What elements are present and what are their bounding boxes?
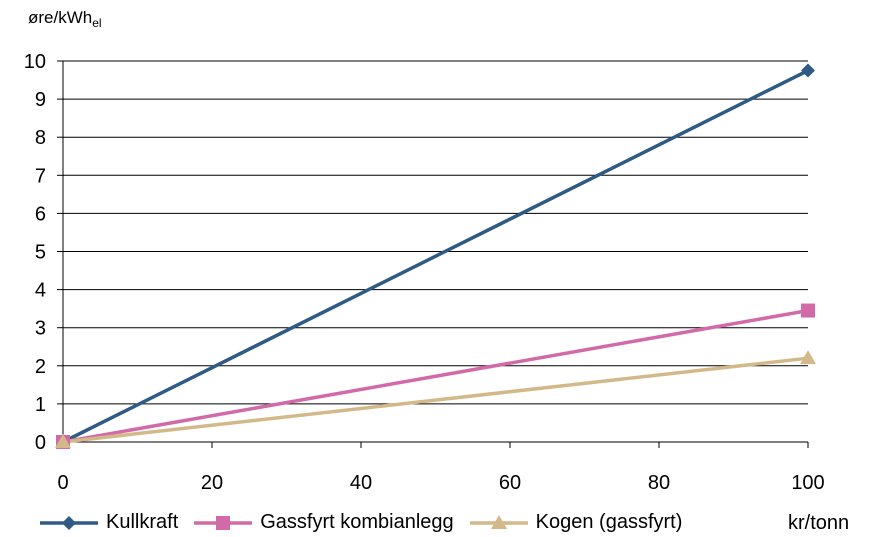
x-tick-label-80: 80 [648,472,670,494]
y-tick-labels: 0 1 2 3 4 5 6 7 8 9 10 [24,51,46,454]
square-marker-icon [194,515,253,530]
data-point-0-1 [801,63,815,78]
x-tick-labels: 0 20 40 60 80 100 [57,472,824,494]
x-tick-label-60: 60 [499,472,521,494]
data-point-1-1 [801,303,815,318]
y-axis-label: øre/kWhel [28,8,102,30]
series-line-0 [62,68,809,444]
y-tick-label-3: 3 [35,318,46,340]
x-tick-label-20: 20 [201,472,223,494]
triangle-marker-icon [469,514,528,529]
y-tick-label-0: 0 [35,432,46,454]
y-axis-label-text: øre/kWh [28,8,93,27]
diamond-marker-icon [40,515,98,530]
y-tick-label-7: 7 [35,165,46,187]
y-tick-label-4: 4 [35,280,46,302]
y-tick-label-6: 6 [35,203,46,225]
legend-label-gassfyrt: Gassfyrt kombianlegg [260,511,454,533]
series-line-2 [62,356,809,444]
y-tick-label-1: 1 [35,394,46,416]
y-tick-label-8: 8 [35,127,46,149]
gridlines [63,60,808,405]
legend: Kullkraft Gassfyrt kombianlegg Kogen (ga… [40,511,698,534]
x-tick-label-100: 100 [791,472,824,494]
series-lines [55,63,816,449]
axes [57,60,809,448]
legend-item-gassfyrt: Gassfyrt kombianlegg [194,511,454,534]
x-axis-label: kr/tonn [788,512,850,534]
legend-label-kullkraft: Kullkraft [106,511,179,533]
y-tick-label-9: 9 [35,89,46,111]
y-tick-label-5: 5 [35,242,46,264]
series-line-1 [62,308,809,444]
legend-label-kogen: Kogen (gassfyrt) [535,511,683,533]
y-tick-label-2: 2 [35,356,46,378]
data-point-2-0 [55,434,71,448]
y-axis-label-subscript: el [92,16,102,30]
legend-item-kullkraft: Kullkraft [40,511,178,534]
x-tick-label-0: 0 [57,472,68,494]
y-tick-label-10: 10 [24,51,46,73]
legend-item-kogen: Kogen (gassfyrt) [469,511,683,534]
data-point-2-1 [800,350,816,365]
x-tick-label-40: 40 [350,472,372,494]
